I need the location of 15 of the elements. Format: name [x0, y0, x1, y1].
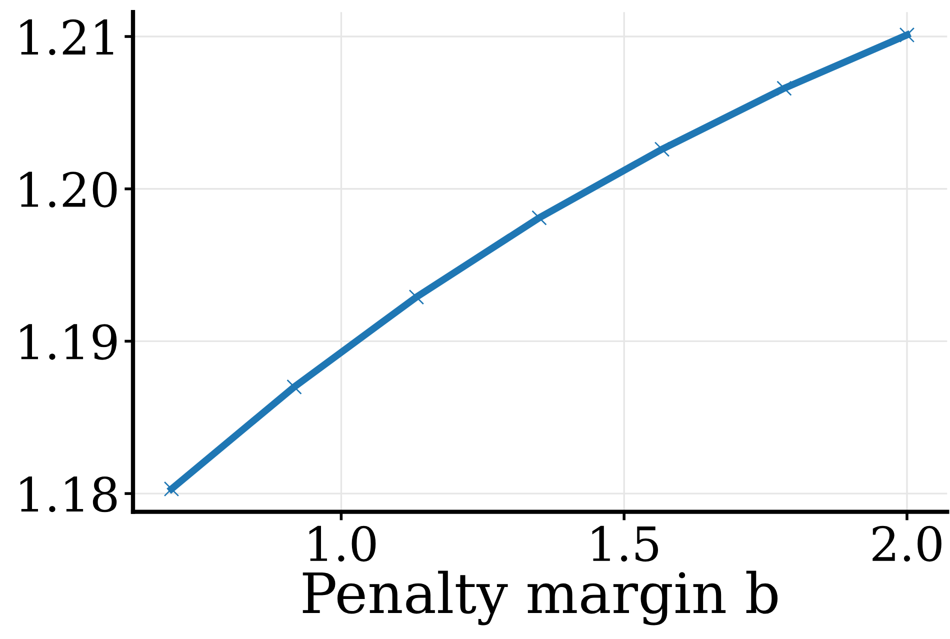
point	[776, 80, 792, 96]
x-tick-label: 2.0	[872, 526, 942, 562]
point	[408, 289, 424, 305]
x-axis-title: Penalty margin b	[302, 570, 778, 626]
point	[286, 379, 302, 395]
point	[899, 27, 915, 43]
y-tick-label: 1.19	[20, 324, 117, 360]
point	[654, 142, 670, 157]
x-tick-label: 1.0	[309, 526, 376, 562]
x-tick-label: 1.5	[592, 526, 658, 562]
point	[164, 481, 180, 497]
y-tick-label: 1.20	[20, 172, 117, 208]
point	[532, 210, 547, 226]
y-tick-label: 1.21	[20, 19, 114, 56]
y-tick-label: 1.18	[20, 476, 117, 512]
